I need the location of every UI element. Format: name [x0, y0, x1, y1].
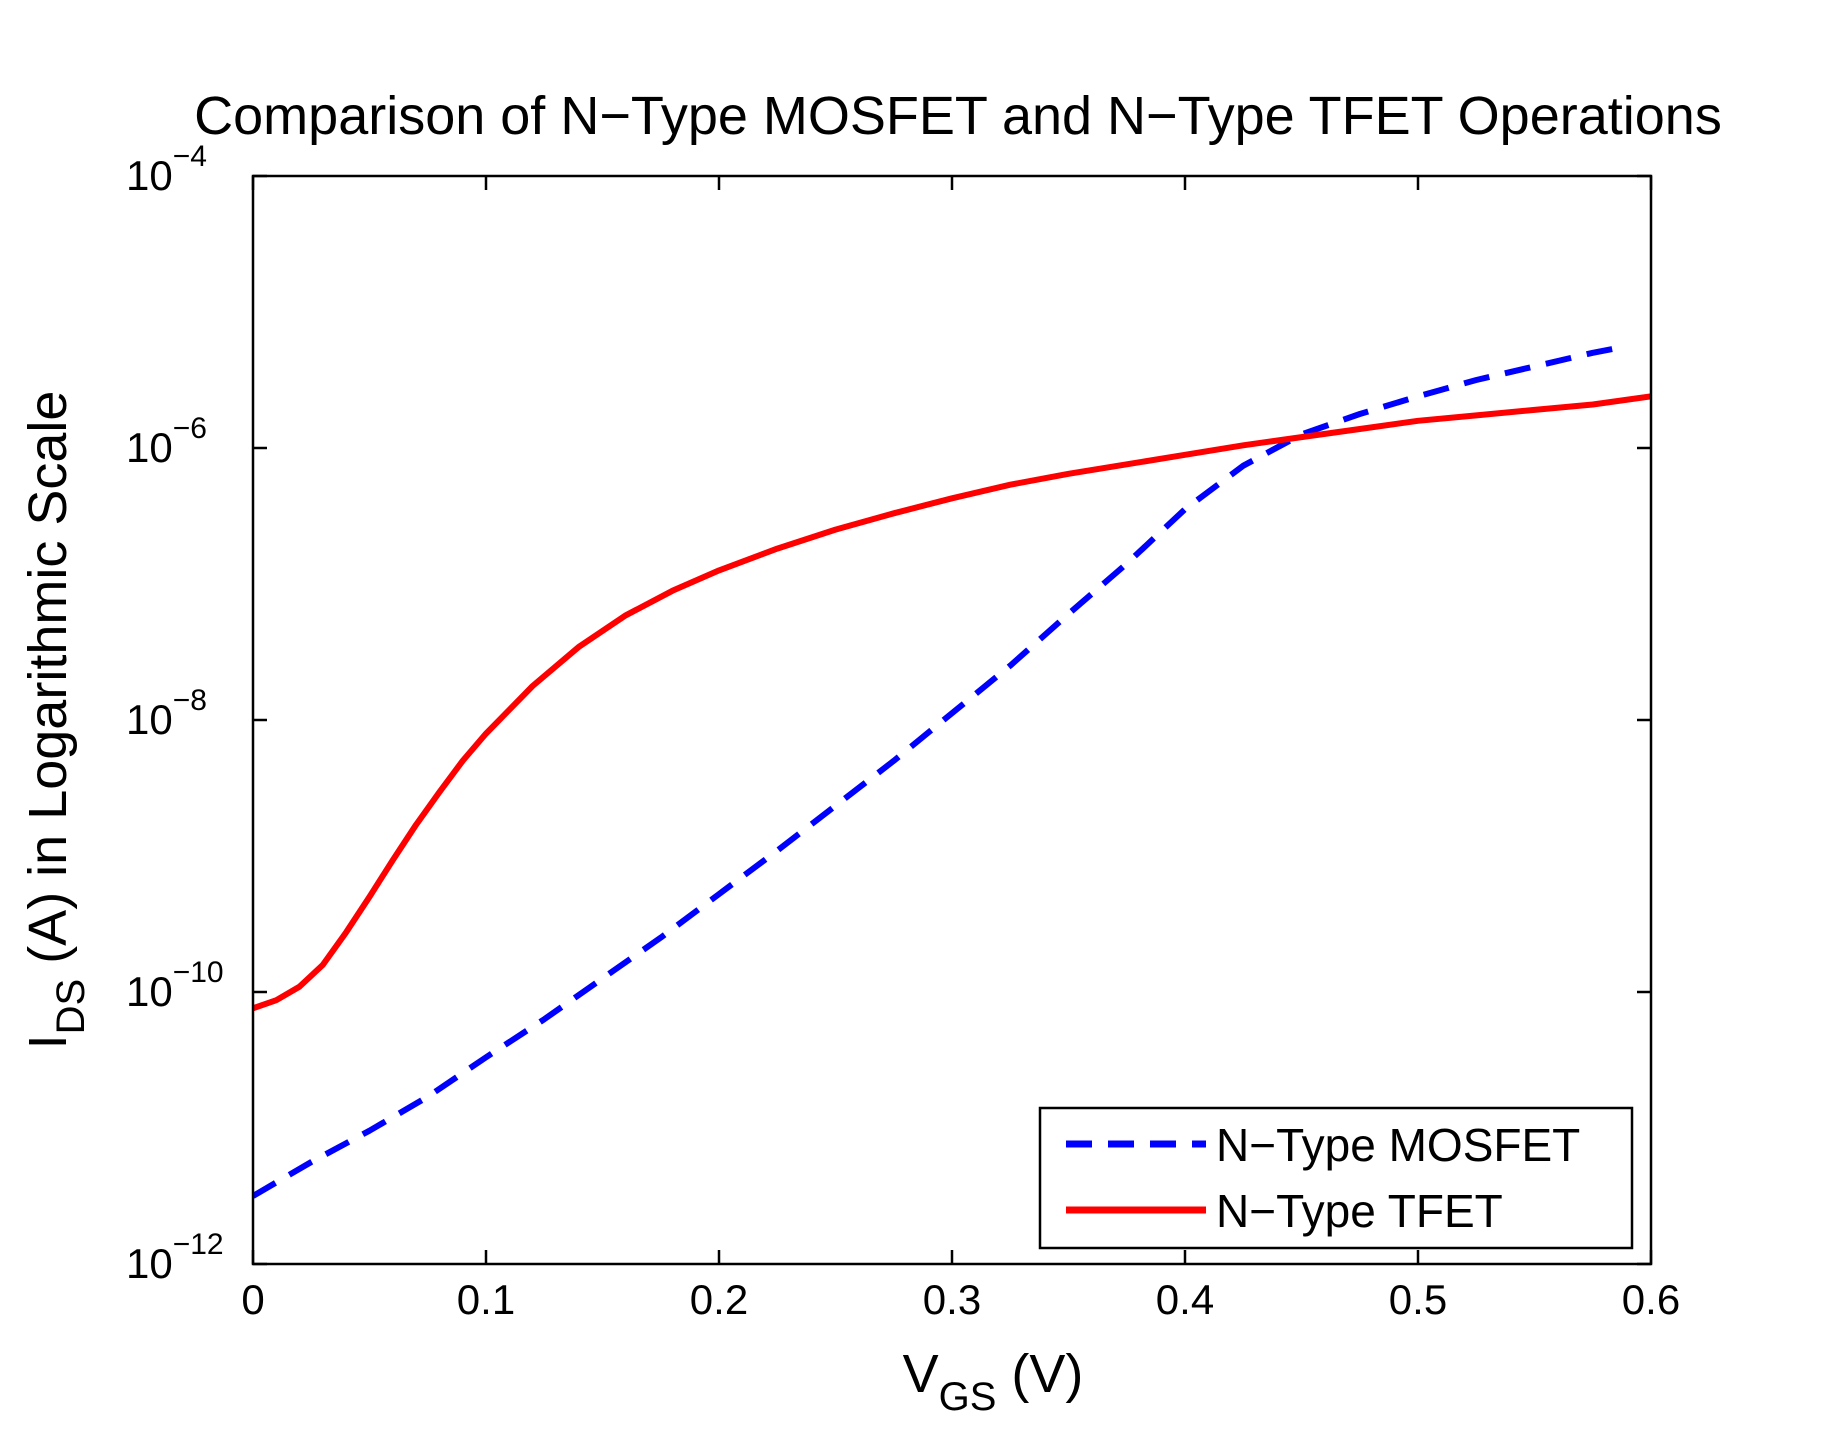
y-tick-exp-4: −4: [173, 140, 207, 173]
series-layer: [253, 343, 1651, 1199]
x-tick-label-3: 0.3: [923, 1276, 981, 1323]
y-tick-label-2: 10−8: [126, 684, 207, 743]
y-tick-exp-0: −12: [173, 1228, 224, 1261]
x-tick-label-2: 0.2: [690, 1276, 748, 1323]
y-axis-label: IDS (A) in Logarithmic Scale: [18, 391, 93, 1050]
y-axis-label-rest: (A) in Logarithmic Scale: [18, 391, 78, 979]
y-tick-base-1: 10: [126, 968, 173, 1015]
y-tick-label-3: 10−6: [126, 412, 207, 471]
y-tick-exp-3: −6: [173, 412, 207, 445]
legend-label-mosfet: N−Type MOSFET: [1216, 1119, 1580, 1171]
x-axis-label-sub: GS: [939, 1375, 997, 1419]
x-tick-label-4: 0.4: [1156, 1276, 1214, 1323]
legend-label-tfet: N−Type TFET: [1216, 1185, 1503, 1237]
x-tick-label-5: 0.5: [1389, 1276, 1447, 1323]
chart-title: Comparison of N−Type MOSFET and N−Type T…: [194, 86, 1722, 146]
y-axis-label-main: I: [18, 1034, 78, 1049]
legend: N−Type MOSFET N−Type TFET: [1038, 1106, 1634, 1250]
x-axis-label: VGS (V): [903, 1344, 1084, 1419]
y-tick-label-4: 10−4: [126, 140, 207, 199]
y-tick-base-3: 10: [126, 424, 173, 471]
y-tick-label-0: 10−12: [126, 1228, 224, 1287]
x-axis-label-main: V: [903, 1344, 939, 1404]
tick-layer: [251, 174, 1653, 1266]
legend-box: [1038, 1106, 1634, 1250]
x-tick-label-1: 0.1: [457, 1276, 515, 1323]
y-axis-label-sub: DS: [49, 979, 93, 1035]
y-tick-exp-2: −8: [173, 684, 207, 717]
plot-frame: [251, 174, 1653, 1266]
x-axis-label-unit: (V): [996, 1344, 1083, 1404]
series-line-tfet: [253, 393, 1651, 1012]
y-tick-base-0: 10: [126, 1240, 173, 1287]
y-tick-exp-1: −10: [173, 956, 224, 989]
x-tick-label-0: 0: [241, 1276, 264, 1323]
y-tick-label-1: 10−10: [126, 956, 224, 1015]
x-tick-labels: 0 0.1 0.2 0.3 0.4 0.5 0.6: [241, 1276, 1680, 1323]
x-tick-label-6: 0.6: [1622, 1276, 1680, 1323]
y-tick-base-4: 10: [126, 152, 173, 199]
y-tick-base-2: 10: [126, 696, 173, 743]
series-line-mosfet: [253, 343, 1629, 1199]
